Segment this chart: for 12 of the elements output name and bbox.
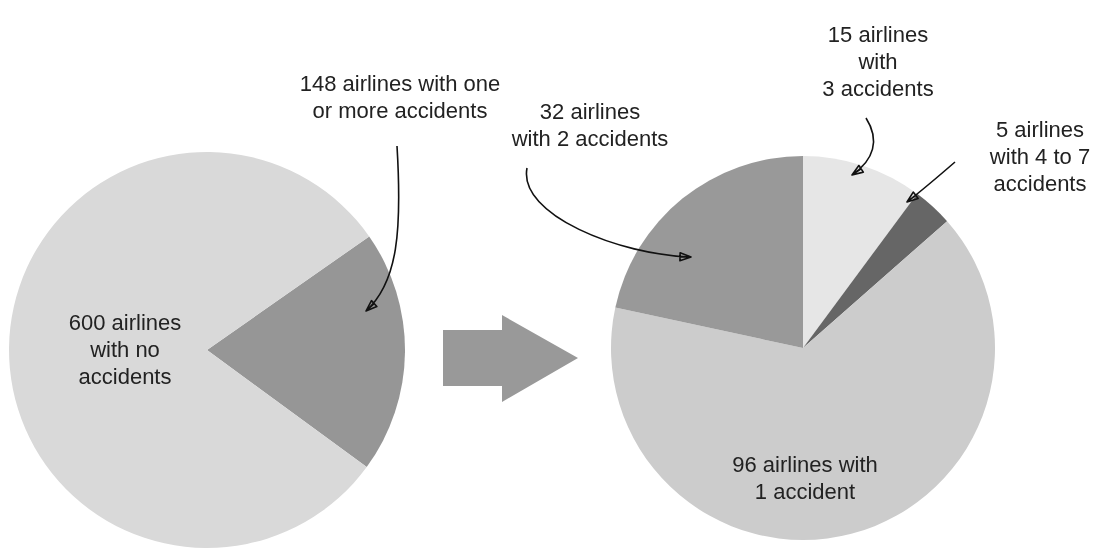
pie-slice <box>207 236 405 468</box>
pie-slice <box>9 152 370 548</box>
pie-slice <box>803 156 918 348</box>
pie-slice <box>803 193 948 348</box>
pie-slice <box>615 156 803 348</box>
slice-label: 148 airlines with one or more accidents <box>299 70 501 123</box>
slice-label: 32 airlines with 2 accidents <box>510 98 669 151</box>
slice-label: 600 airlines with no accidents <box>68 310 182 389</box>
slice-label: 5 airlines with 4 to 7 accidents <box>988 117 1091 196</box>
slice-label: 96 airlines with 1 accident <box>732 451 878 504</box>
pie-slice <box>611 221 995 540</box>
slice-label: 15 airlines with 3 accidents <box>822 22 934 101</box>
